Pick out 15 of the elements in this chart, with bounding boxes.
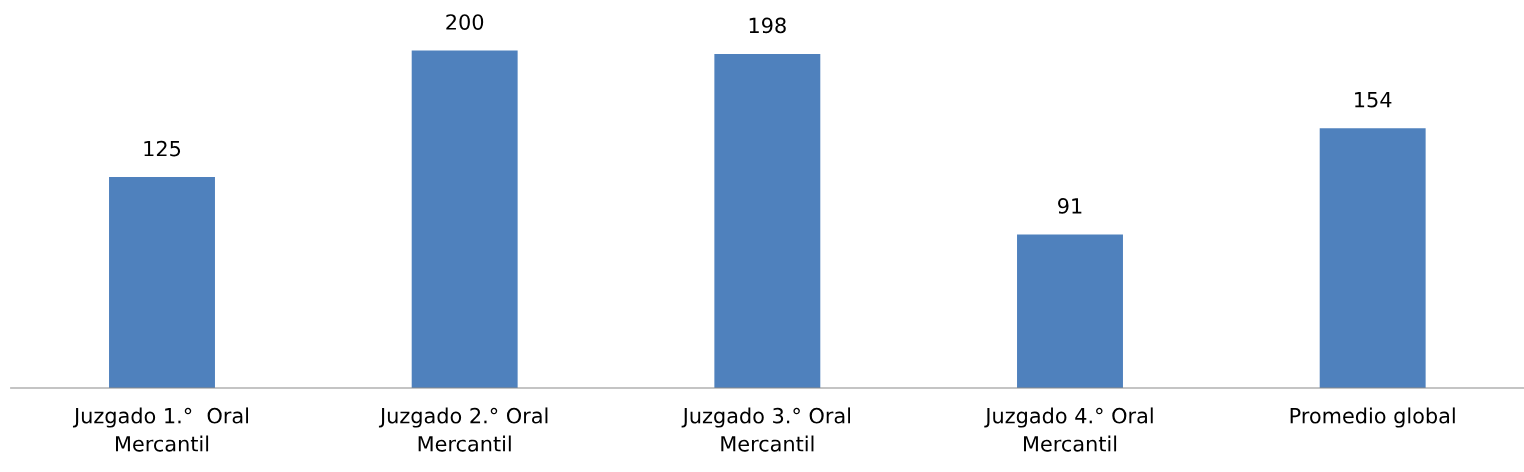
x-tick-label: Juzgado 1.° Oral Mercantil	[72, 407, 249, 452]
bar	[1319, 128, 1426, 388]
data-label: 198	[749, 17, 786, 34]
data-label: 154	[1355, 92, 1392, 108]
bar	[714, 53, 821, 388]
data-label: 125	[144, 140, 181, 157]
x-tick-label: Promedio global	[1290, 407, 1455, 428]
x-tick-label: Juzgado 2.° Oral Mercantil	[378, 407, 548, 452]
x-tick-label: Juzgado 3.° Oral Mercantil	[681, 407, 851, 452]
data-label: 200	[446, 14, 484, 30]
bar	[109, 177, 215, 388]
bar	[411, 50, 518, 388]
x-tick-label: Juzgado 4.° Oral Mercantil	[984, 407, 1153, 452]
data-label: 91	[1058, 198, 1082, 214]
bar	[1017, 234, 1123, 388]
